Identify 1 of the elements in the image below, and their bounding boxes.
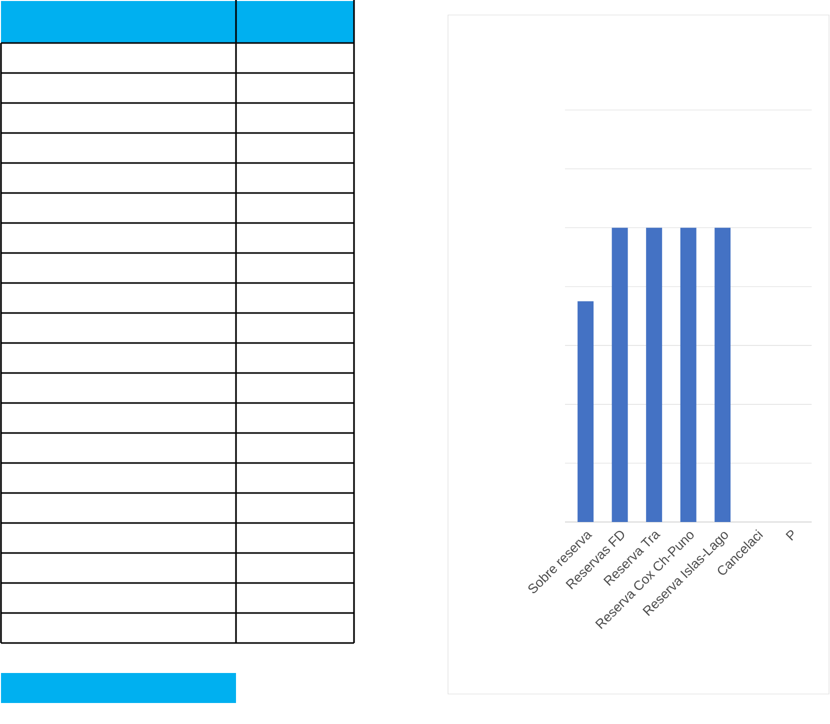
- x-tick-label: P: [786, 530, 794, 541]
